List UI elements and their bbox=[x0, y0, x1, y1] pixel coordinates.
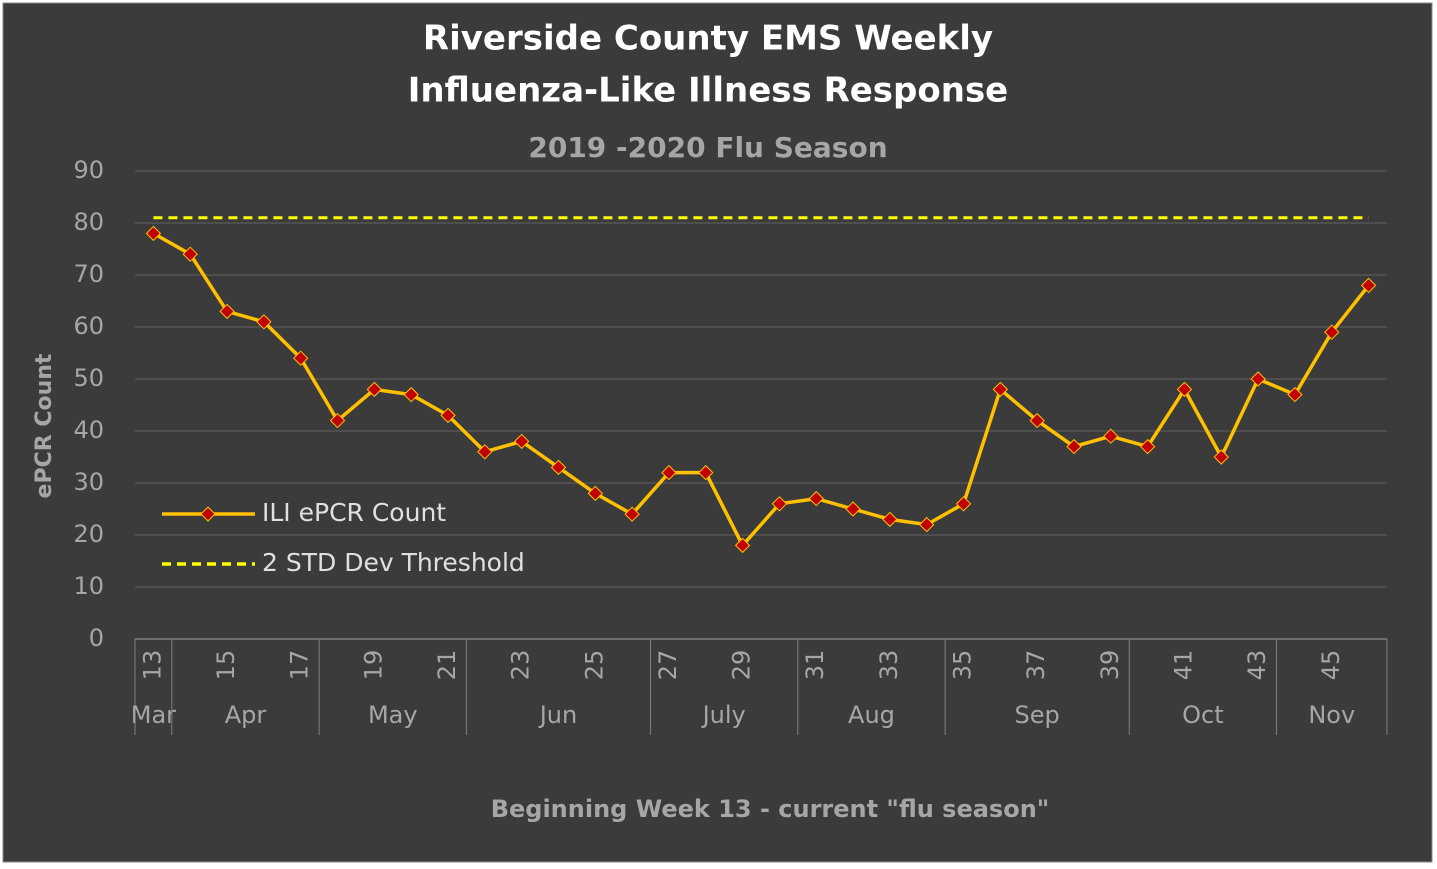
group-label: Aug bbox=[848, 701, 895, 729]
x-tick-label: 29 bbox=[728, 650, 756, 681]
data-point bbox=[366, 381, 383, 398]
data-point bbox=[1213, 449, 1229, 465]
chart-title: Riverside County EMS Weekly bbox=[423, 19, 993, 59]
y-tick-label: 80 bbox=[73, 208, 104, 236]
y-tick-label: 40 bbox=[73, 416, 104, 444]
group-label: Mar bbox=[131, 701, 176, 729]
x-tick-label: 39 bbox=[1096, 650, 1124, 681]
data-point bbox=[955, 496, 972, 512]
data-point bbox=[1029, 412, 1045, 429]
y-tick-label: 20 bbox=[73, 520, 104, 548]
y-axis-title: ePCR Count bbox=[32, 353, 57, 498]
series-line bbox=[152, 231, 1370, 549]
data-point bbox=[513, 433, 530, 450]
data-point bbox=[734, 537, 751, 554]
data-point bbox=[918, 516, 935, 533]
y-tick-label: 70 bbox=[73, 260, 104, 288]
x-tick-label: 33 bbox=[875, 650, 903, 681]
data-point bbox=[808, 490, 824, 507]
x-tick-label: 35 bbox=[949, 650, 977, 681]
data-point bbox=[477, 444, 493, 460]
x-tick-label: 45 bbox=[1317, 650, 1345, 681]
data-point bbox=[329, 412, 346, 429]
y-tick-label: 30 bbox=[73, 468, 104, 496]
y-tick-label: 0 bbox=[89, 624, 104, 652]
x-tick-label: 15 bbox=[212, 650, 240, 681]
data-point bbox=[771, 496, 788, 512]
data-point bbox=[145, 225, 162, 242]
legend-label: ILI ePCR Count bbox=[262, 498, 446, 527]
group-label: Apr bbox=[225, 701, 267, 729]
group-label: Jun bbox=[538, 701, 578, 729]
chart-subtitle: 2019 -2020 Flu Season bbox=[528, 131, 887, 164]
x-tick-label: 19 bbox=[359, 650, 387, 681]
group-label: July bbox=[701, 701, 746, 729]
legend-marker bbox=[200, 506, 216, 522]
x-tick-label: 27 bbox=[654, 650, 682, 681]
data-point bbox=[845, 501, 861, 517]
data-point bbox=[661, 464, 677, 481]
group-label: Oct bbox=[1182, 701, 1224, 729]
y-tick-label: 10 bbox=[73, 572, 104, 600]
data-point bbox=[1324, 324, 1340, 340]
y-tick-label: 90 bbox=[73, 156, 104, 184]
data-point bbox=[292, 350, 309, 366]
data-point bbox=[1103, 428, 1119, 444]
x-tick-label: 31 bbox=[801, 650, 829, 681]
data-point bbox=[1287, 386, 1303, 403]
y-tick-label: 50 bbox=[73, 364, 104, 392]
x-tick-label: 25 bbox=[580, 650, 608, 681]
data-point bbox=[882, 511, 898, 528]
data-point bbox=[403, 386, 419, 403]
legend-label: 2 STD Dev Threshold bbox=[262, 548, 525, 577]
y-tick-label: 60 bbox=[73, 312, 104, 340]
data-point bbox=[1250, 371, 1266, 387]
data-point bbox=[1360, 277, 1377, 294]
x-tick-label: 43 bbox=[1243, 650, 1271, 681]
chart-title: Influenza-Like Illness Response bbox=[408, 71, 1009, 111]
x-tick-label: 41 bbox=[1169, 650, 1197, 681]
data-point bbox=[1139, 438, 1156, 455]
group-label: Nov bbox=[1308, 701, 1355, 729]
data-point bbox=[698, 464, 714, 481]
x-tick-label: 17 bbox=[286, 650, 314, 681]
data-point bbox=[1066, 438, 1082, 455]
data-point bbox=[182, 246, 198, 262]
data-point bbox=[587, 485, 604, 502]
x-tick-label: 37 bbox=[1022, 650, 1050, 681]
data-point bbox=[256, 314, 272, 330]
data-point bbox=[624, 506, 640, 522]
x-tick-label: 13 bbox=[138, 650, 166, 681]
group-label: May bbox=[368, 701, 418, 729]
x-tick-label: 23 bbox=[507, 650, 535, 681]
data-point bbox=[550, 459, 567, 476]
x-axis-title: Beginning Week 13 - current "flu season" bbox=[491, 795, 1050, 823]
group-label: Sep bbox=[1015, 701, 1060, 729]
data-point bbox=[1176, 381, 1193, 398]
data-point bbox=[992, 381, 1009, 398]
data-point bbox=[219, 303, 235, 320]
data-point bbox=[440, 407, 456, 424]
x-tick-label: 21 bbox=[433, 650, 461, 681]
